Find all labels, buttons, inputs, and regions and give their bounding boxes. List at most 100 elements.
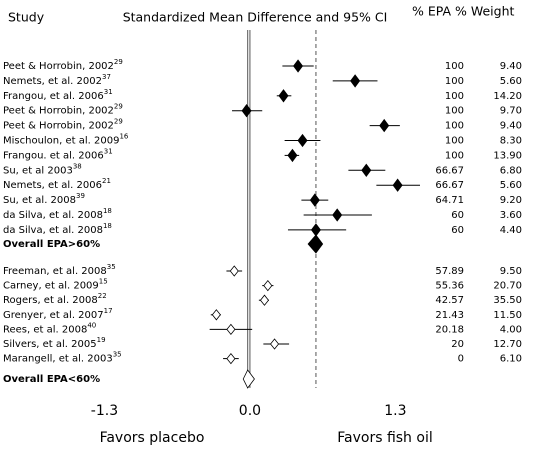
study-name: da Silva, et al. 200818 xyxy=(3,222,112,236)
study-ref: 35 xyxy=(113,351,122,359)
study-ref: 21 xyxy=(102,177,111,185)
study-ref: 18 xyxy=(103,207,112,215)
study-name-text: Carney, et al. 2009 xyxy=(3,281,99,292)
study-ref: 38 xyxy=(73,162,82,170)
study-ref: 39 xyxy=(76,192,85,200)
effect-marker xyxy=(297,133,308,148)
weight-value: 13.90 xyxy=(493,150,522,161)
study-ref: 29 xyxy=(114,118,123,126)
study-name: Silvers, et al. 200519 xyxy=(3,336,106,350)
weight-value: 9.70 xyxy=(500,106,522,117)
effect-marker xyxy=(259,294,269,306)
study-ref: 29 xyxy=(114,58,123,66)
weight-value: 3.60 xyxy=(500,210,522,221)
study-name-text: Su, et al 2003 xyxy=(3,165,73,176)
overall-diamond xyxy=(242,369,255,389)
study-name: Peet & Horrobin, 200229 xyxy=(3,103,123,117)
effect-marker xyxy=(361,163,372,177)
study-name: Freeman, et al. 200835 xyxy=(3,263,116,277)
study-name-text: Marangell, et al. 2003 xyxy=(3,354,113,365)
weight-value: 4.00 xyxy=(500,324,522,335)
epa-value: 100 xyxy=(445,61,464,72)
epa-value: 100 xyxy=(445,106,464,117)
epa-value: 20.18 xyxy=(435,324,464,335)
effect-marker xyxy=(241,104,252,118)
x-tick-label: 1.3 xyxy=(384,403,406,419)
overall-label: Overall EPA<60% xyxy=(3,374,100,385)
study-ref: 16 xyxy=(119,133,128,141)
study-ref: 29 xyxy=(114,103,123,111)
effect-marker xyxy=(392,178,403,192)
effect-marker xyxy=(278,89,289,103)
epa-value: 66.67 xyxy=(435,165,464,176)
x-tick-label: 0.0 xyxy=(239,403,261,419)
right-label: Favors fish oil xyxy=(337,430,432,446)
study-ref: 22 xyxy=(98,292,107,300)
weight-value: 20.70 xyxy=(493,281,522,292)
study-ref: 17 xyxy=(104,307,113,315)
weight-value: 11.50 xyxy=(493,310,522,321)
study-name-text: Peet & Horrobin, 2002 xyxy=(3,106,114,117)
weight-value: 9.40 xyxy=(500,121,522,132)
study-name-text: Peet & Horrobin, 2002 xyxy=(3,61,114,72)
study-name-text: da Silva, et al. 2008 xyxy=(3,225,103,236)
effect-marker xyxy=(379,118,390,133)
effect-marker xyxy=(270,338,280,350)
study-ref: 40 xyxy=(87,321,96,329)
effect-marker xyxy=(229,265,239,277)
epa-value: 20 xyxy=(451,339,464,350)
study-name-text: Silvers, et al. 2005 xyxy=(3,339,97,350)
study-name-text: Peet & Horrobin, 2002 xyxy=(3,121,114,132)
study-name: Nemets, et al. 200237 xyxy=(3,73,111,87)
effect-marker xyxy=(309,193,320,207)
effect-marker xyxy=(226,323,236,336)
study-ref: 31 xyxy=(104,88,113,96)
plot-title: Standardized Mean Difference and 95% CI xyxy=(123,10,388,25)
epa-value: 66.67 xyxy=(435,180,464,191)
study-name-text: Frangou. et al. 2006 xyxy=(3,150,104,161)
study-name: Nemets, et al. 200621 xyxy=(3,177,111,191)
study-name: Rogers, et al. 200822 xyxy=(3,292,107,306)
study-name: Rees, et al. 200840 xyxy=(3,321,96,335)
overall-label: Overall EPA>60% xyxy=(3,239,100,250)
epa-value: 21.43 xyxy=(435,310,464,321)
effect-marker xyxy=(287,148,298,163)
weight-value: 9.50 xyxy=(500,266,522,277)
study-name-text: Nemets, et al. 2006 xyxy=(3,180,102,191)
study-header: Study xyxy=(8,10,45,25)
study-name: Frangou, et al. 200631 xyxy=(3,88,113,102)
effect-marker xyxy=(310,223,321,237)
weight-value: 6.80 xyxy=(500,165,522,176)
effect-marker xyxy=(293,59,304,73)
study-name-text: Frangou, et al. 2006 xyxy=(3,91,104,102)
study-name: Mischoulon, et al. 200916 xyxy=(3,133,129,147)
study-ref: 15 xyxy=(99,278,108,286)
study-name-text: Su, et al. 2008 xyxy=(3,195,76,206)
epa-value: 55.36 xyxy=(435,281,464,292)
study-name: Marangell, et al. 200335 xyxy=(3,351,122,365)
epa-value: 100 xyxy=(445,121,464,132)
weight-value: 5.60 xyxy=(500,76,522,87)
study-name-text: Grenyer, et al. 2007 xyxy=(3,310,104,321)
effect-marker xyxy=(350,74,361,88)
study-ref: 19 xyxy=(97,336,106,344)
epa-value: 60 xyxy=(451,225,464,236)
study-name: Peet & Horrobin, 200229 xyxy=(3,58,123,72)
weight-value: 5.60 xyxy=(500,180,522,191)
study-name: Grenyer, et al. 200717 xyxy=(3,307,113,321)
epa-value: 60 xyxy=(451,210,464,221)
epa-value: 42.57 xyxy=(435,295,464,306)
study-name: Peet & Horrobin, 200229 xyxy=(3,118,123,132)
weight-value: 9.20 xyxy=(500,195,522,206)
study-name-text: Rogers, et al. 2008 xyxy=(3,295,98,306)
study-ref: 37 xyxy=(102,73,111,81)
epa-value: 100 xyxy=(445,150,464,161)
weight-value: 8.30 xyxy=(500,136,522,147)
effect-marker xyxy=(263,279,273,292)
study-name: Su, et al. 200839 xyxy=(3,192,85,206)
study-name-text: da Silva, et al. 2008 xyxy=(3,210,103,221)
epa-value: 100 xyxy=(445,136,464,147)
study-ref: 18 xyxy=(103,222,112,230)
weight-value: 4.40 xyxy=(500,225,522,236)
epa-value: 100 xyxy=(445,91,464,102)
